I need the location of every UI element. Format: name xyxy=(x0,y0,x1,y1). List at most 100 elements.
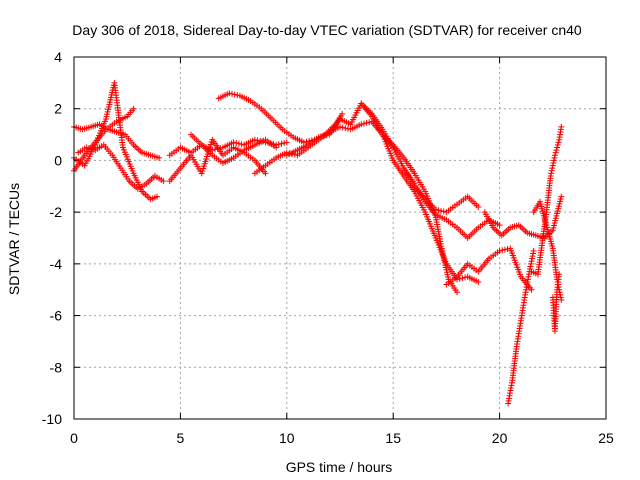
data-point xyxy=(529,253,536,260)
y-tick-label: 4 xyxy=(54,49,62,65)
x-tick-label: 10 xyxy=(279,430,295,446)
data-point xyxy=(321,132,328,139)
series-arc-1 xyxy=(71,121,163,161)
grid-lines xyxy=(74,57,606,419)
data-points xyxy=(71,79,565,407)
data-point xyxy=(226,90,233,97)
data-point xyxy=(366,119,373,126)
data-point xyxy=(553,147,560,154)
data-point xyxy=(547,172,554,179)
data-point xyxy=(360,120,367,127)
data-point xyxy=(550,157,557,164)
y-tick-label: -10 xyxy=(42,411,62,427)
data-point xyxy=(528,258,535,265)
data-point xyxy=(233,139,240,146)
data-point xyxy=(459,275,466,282)
series-arc-18 xyxy=(528,123,565,278)
data-point xyxy=(130,105,137,112)
data-point xyxy=(554,144,561,151)
data-point xyxy=(527,260,534,267)
y-tick-label: -8 xyxy=(50,359,63,375)
data-point xyxy=(528,286,535,293)
data-point xyxy=(555,139,562,146)
y-tick-label: -6 xyxy=(50,308,63,324)
data-point xyxy=(548,167,555,174)
data-point xyxy=(475,203,482,210)
data-point xyxy=(530,250,537,257)
data-point xyxy=(273,144,280,151)
data-point xyxy=(275,141,282,148)
y-tick-label: 0 xyxy=(54,152,62,168)
data-point xyxy=(323,132,330,139)
series-arc-6 xyxy=(166,136,269,185)
data-point xyxy=(281,139,288,146)
data-point xyxy=(229,90,236,97)
data-point xyxy=(363,119,370,126)
data-point xyxy=(262,170,269,177)
data-point xyxy=(475,278,482,285)
series-arc-12 xyxy=(368,118,482,285)
data-point xyxy=(231,91,238,98)
data-point xyxy=(501,246,508,253)
plot-frame xyxy=(73,56,607,420)
data-point xyxy=(499,247,506,254)
data-point xyxy=(303,138,310,145)
x-tick-label: 15 xyxy=(385,430,401,446)
data-point xyxy=(278,140,285,147)
data-point xyxy=(549,165,556,172)
data-point xyxy=(552,149,559,156)
series-arc-4 xyxy=(75,141,167,192)
data-point xyxy=(554,141,561,148)
data-point xyxy=(556,271,563,278)
series-arc-14 xyxy=(400,165,503,241)
series-arc-5 xyxy=(166,136,290,159)
x-axis-label: GPS time / hours xyxy=(286,459,393,475)
series-arc-20 xyxy=(549,271,563,335)
data-point xyxy=(496,247,503,254)
data-point xyxy=(435,207,442,214)
series-arc-15 xyxy=(443,245,535,293)
data-point xyxy=(318,133,325,140)
data-point xyxy=(558,297,565,304)
data-point xyxy=(358,121,365,128)
data-point xyxy=(315,134,322,141)
data-point xyxy=(440,208,447,215)
axis-ticks: 0 5 10 15 20 25 -10 -8 -6 -4 -2 0 2 4 xyxy=(42,49,614,446)
data-point xyxy=(209,147,216,154)
series-arc-7 xyxy=(188,131,280,167)
data-point xyxy=(339,124,346,131)
data-point xyxy=(558,193,565,200)
data-point xyxy=(267,140,274,147)
data-point xyxy=(339,110,346,117)
data-point xyxy=(496,222,503,229)
chart-title: Day 306 of 2018, Sidereal Day-to-day VTE… xyxy=(72,22,582,38)
data-point xyxy=(529,255,536,262)
data-point xyxy=(153,193,160,200)
data-point xyxy=(342,125,349,132)
data-point xyxy=(550,160,557,167)
y-tick-label: -4 xyxy=(50,256,63,272)
x-tick-label: 0 xyxy=(70,430,78,446)
data-point xyxy=(160,178,167,185)
data-point xyxy=(551,152,558,159)
data-point xyxy=(548,170,555,177)
data-point xyxy=(234,92,241,99)
data-point xyxy=(438,207,445,214)
data-point xyxy=(251,136,258,143)
series-arc-13 xyxy=(379,131,461,296)
data-point xyxy=(549,162,556,169)
data-point xyxy=(504,245,511,252)
y-axis-label: SDTVAR / TECUs xyxy=(6,183,22,295)
y-tick-label: 2 xyxy=(54,101,62,117)
y-tick-label: -2 xyxy=(50,204,63,220)
data-point xyxy=(337,123,343,130)
x-tick-label: 25 xyxy=(598,430,614,446)
series-arc-17 xyxy=(505,247,537,407)
series-arc-9 xyxy=(251,118,375,177)
data-point xyxy=(454,289,461,296)
x-tick-label: 20 xyxy=(492,430,508,446)
data-point xyxy=(530,247,537,254)
data-point xyxy=(527,263,534,270)
x-tick-label: 5 xyxy=(177,430,185,446)
